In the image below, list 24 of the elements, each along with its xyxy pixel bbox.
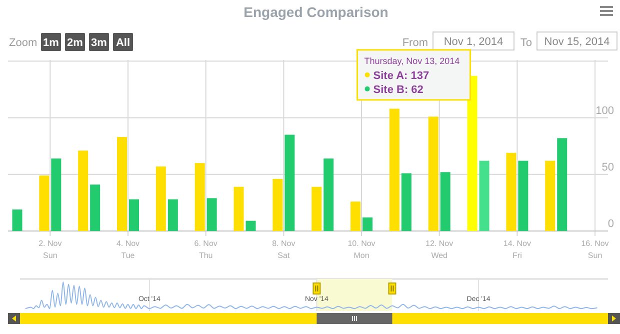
date-field: Nov 1, 2014 <box>432 32 514 50</box>
text: From <box>402 37 428 49</box>
x-tick-label: 8. Nov Sat <box>272 239 296 260</box>
y-tick-label: 100 <box>596 104 614 117</box>
x-tick-label: 14. Nov Fri <box>503 239 531 260</box>
x-tick-label: 10. Nov Mon <box>348 239 376 260</box>
x-tick-label: 2. Nov Sun <box>38 239 62 260</box>
text: To <box>520 37 532 49</box>
chart-title: Engaged Comparison <box>244 4 388 20</box>
y-tick-label: 0 <box>608 218 614 230</box>
zoom-button: 1m <box>41 33 61 51</box>
zoom-button: 2m <box>65 33 85 51</box>
x-tick-label: 4. Nov Tue <box>116 239 140 260</box>
date-field: Nov 15, 2014 <box>536 32 618 50</box>
x-tick-label: 6. Nov Thu <box>194 239 218 260</box>
annotation: Thursday, Nov 13, 2014 <box>364 56 460 66</box>
annotation: Site B: 62 <box>373 84 424 96</box>
x-tick-label: 12. Nov Wed <box>426 239 454 260</box>
y-tick-label: 50 <box>602 161 614 174</box>
annotation: Site A: 137 <box>373 70 430 82</box>
x-tick-label: 16. Nov Sun <box>581 239 609 260</box>
zoom-button: 3m <box>89 33 109 51</box>
text: Zoom <box>9 37 38 49</box>
zoom-button: All <box>113 33 133 51</box>
